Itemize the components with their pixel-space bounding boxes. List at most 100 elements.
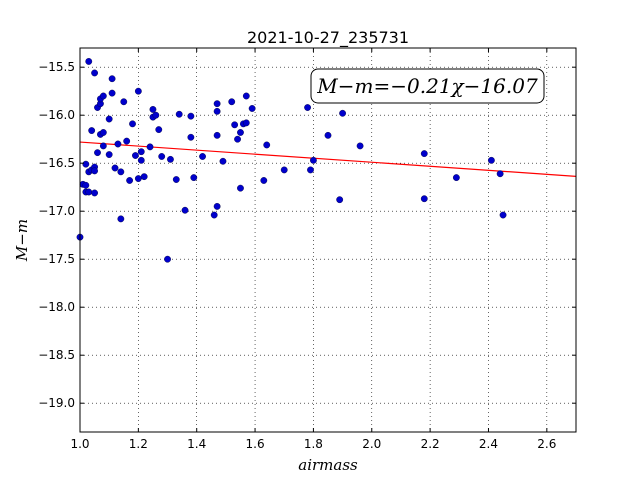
data-point xyxy=(158,153,166,160)
data-point xyxy=(190,174,198,182)
data-point xyxy=(181,206,189,214)
x-axis-label: airmass xyxy=(298,456,358,474)
data-point xyxy=(487,156,495,164)
data-point xyxy=(187,112,195,120)
x-tick-label: 1.6 xyxy=(246,437,265,451)
data-point xyxy=(105,151,113,158)
y-tick-label: −19.0 xyxy=(38,396,75,410)
data-points xyxy=(76,58,507,263)
x-tick-label: 1.0 xyxy=(70,437,89,451)
data-point xyxy=(120,98,128,106)
annotation-box xyxy=(310,68,545,104)
fit-line-group xyxy=(79,141,577,177)
x-tick-label: 2.2 xyxy=(421,437,440,451)
data-point xyxy=(420,195,428,203)
data-point xyxy=(134,175,142,182)
y-tick-label: −17.5 xyxy=(38,252,75,266)
data-point xyxy=(307,166,314,174)
y-tick-label: −16.0 xyxy=(38,108,75,122)
data-point xyxy=(99,142,107,150)
data-point xyxy=(132,152,139,159)
x-tick-label: 1.4 xyxy=(187,437,206,451)
grid-lines xyxy=(79,48,576,432)
data-point xyxy=(280,166,288,174)
data-point xyxy=(242,92,250,100)
data-point xyxy=(117,215,125,223)
data-point xyxy=(237,184,244,192)
data-point xyxy=(242,119,250,127)
x-tick-label: 2.0 xyxy=(362,437,381,451)
data-point xyxy=(108,75,116,83)
x-tick-label: 2.4 xyxy=(479,437,498,451)
plot-area xyxy=(80,48,576,432)
data-point xyxy=(111,164,119,172)
data-point xyxy=(137,148,145,156)
data-point xyxy=(134,87,142,95)
plot-frame xyxy=(79,47,577,433)
data-point xyxy=(129,120,136,128)
data-point xyxy=(155,126,163,134)
data-point xyxy=(88,127,96,134)
data-point xyxy=(248,105,256,112)
data-point xyxy=(228,98,236,106)
data-point xyxy=(123,137,131,145)
data-point xyxy=(263,141,271,149)
data-point xyxy=(452,174,460,182)
data-point xyxy=(210,211,218,219)
data-point xyxy=(172,176,180,183)
data-point xyxy=(237,129,244,136)
data-point xyxy=(260,177,268,184)
data-point xyxy=(356,142,364,150)
data-point xyxy=(140,173,148,181)
data-point xyxy=(496,170,504,178)
data-point xyxy=(152,111,160,119)
data-point xyxy=(213,107,221,115)
data-point xyxy=(219,157,227,165)
x-tick-label: 1.8 xyxy=(304,437,323,451)
data-point xyxy=(82,181,90,189)
data-point xyxy=(137,156,145,164)
data-point xyxy=(117,168,125,176)
axis-ticks: 1.0 1.2 1.4 1.6 1.8 2.0 2.2 2.4 2.6 −15.5 −16.0 −16… xyxy=(38,48,576,451)
y-tick-label: −15.5 xyxy=(38,60,75,74)
y-tick-label: −18.0 xyxy=(38,300,75,314)
data-point xyxy=(91,69,98,77)
data-point xyxy=(499,211,507,219)
data-point xyxy=(213,131,221,139)
data-point xyxy=(105,115,113,123)
x-tick-label: 1.2 xyxy=(129,437,148,451)
data-point xyxy=(213,100,221,108)
data-point xyxy=(339,109,346,117)
data-point xyxy=(175,110,183,118)
x-tick-label: 2.6 xyxy=(537,437,556,451)
data-point xyxy=(94,149,101,157)
data-point xyxy=(164,255,171,263)
data-point xyxy=(146,143,154,151)
data-point xyxy=(99,129,107,136)
data-point xyxy=(149,106,157,113)
data-point xyxy=(231,121,239,129)
data-point xyxy=(114,140,122,148)
fit-annotation: M−m=−0.21χ−16.07 xyxy=(310,68,545,104)
data-point xyxy=(310,156,317,164)
chart-title: 2021-10-27_235731 xyxy=(247,28,409,48)
y-tick-label: −18.5 xyxy=(38,348,75,362)
y-tick-label: −16.5 xyxy=(38,156,75,170)
data-point xyxy=(187,133,195,141)
data-point xyxy=(85,58,93,65)
data-point xyxy=(336,196,344,204)
data-point xyxy=(108,89,116,97)
data-point xyxy=(213,202,221,210)
data-point xyxy=(324,131,332,139)
data-point xyxy=(85,188,93,196)
annotation-equation: M−m=−0.21χ−16.07 xyxy=(316,74,538,98)
data-point xyxy=(234,135,241,143)
fit-line xyxy=(79,141,577,177)
data-point xyxy=(91,167,98,175)
data-point xyxy=(99,92,107,100)
data-point xyxy=(91,189,98,197)
data-point xyxy=(167,155,174,163)
data-point xyxy=(304,104,311,111)
y-axis-label: M−m xyxy=(13,219,31,262)
